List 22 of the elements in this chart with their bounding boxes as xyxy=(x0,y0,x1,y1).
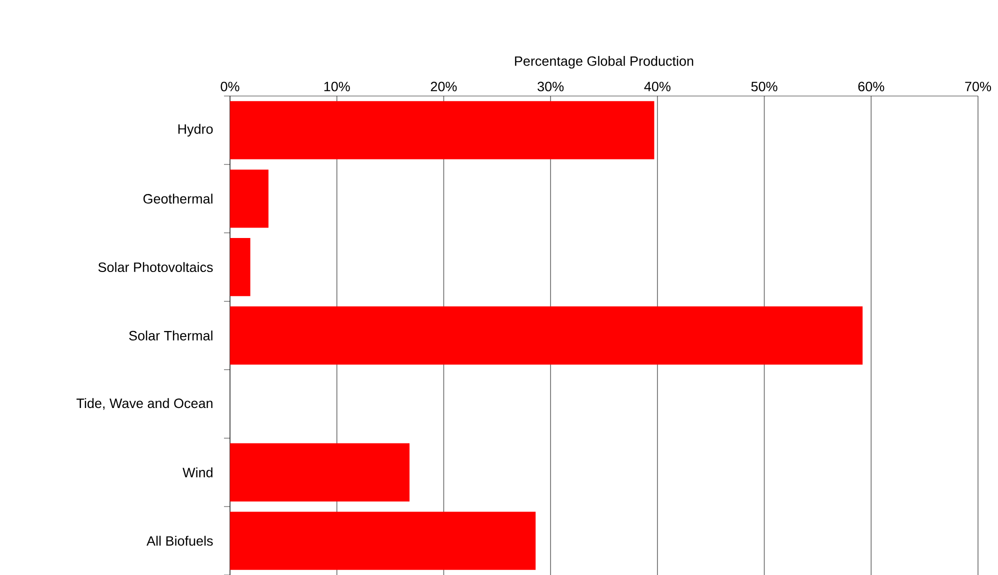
bar xyxy=(230,101,654,160)
y-tick-label: Solar Photovoltaics xyxy=(98,262,213,272)
x-tick-label: 40% xyxy=(644,82,670,92)
y-tick-label: All Biofuels xyxy=(146,536,213,546)
bar xyxy=(230,306,863,365)
bar xyxy=(230,238,250,296)
bar xyxy=(230,512,536,570)
x-tick-label: 10% xyxy=(324,82,350,92)
y-tick-label: Solar Thermal xyxy=(129,330,212,340)
bar xyxy=(230,170,268,228)
x-axis-title: Percentage Global Production xyxy=(515,56,694,69)
y-tick-label: Hydro xyxy=(178,124,213,137)
x-tick-label: 50% xyxy=(751,82,778,92)
x-tick-label: 30% xyxy=(538,82,564,92)
y-tick-label: Tide, Wave and Ocean xyxy=(76,398,212,410)
x-tick-label: 0% xyxy=(220,82,240,92)
x-tick-label: 20% xyxy=(430,82,457,92)
bar xyxy=(230,443,410,502)
x-tick-label: 60% xyxy=(858,82,884,92)
y-tick-label: Wind xyxy=(182,467,212,478)
y-tick-label: Geothermal xyxy=(143,194,212,204)
x-tick-label: 70% xyxy=(965,82,992,92)
